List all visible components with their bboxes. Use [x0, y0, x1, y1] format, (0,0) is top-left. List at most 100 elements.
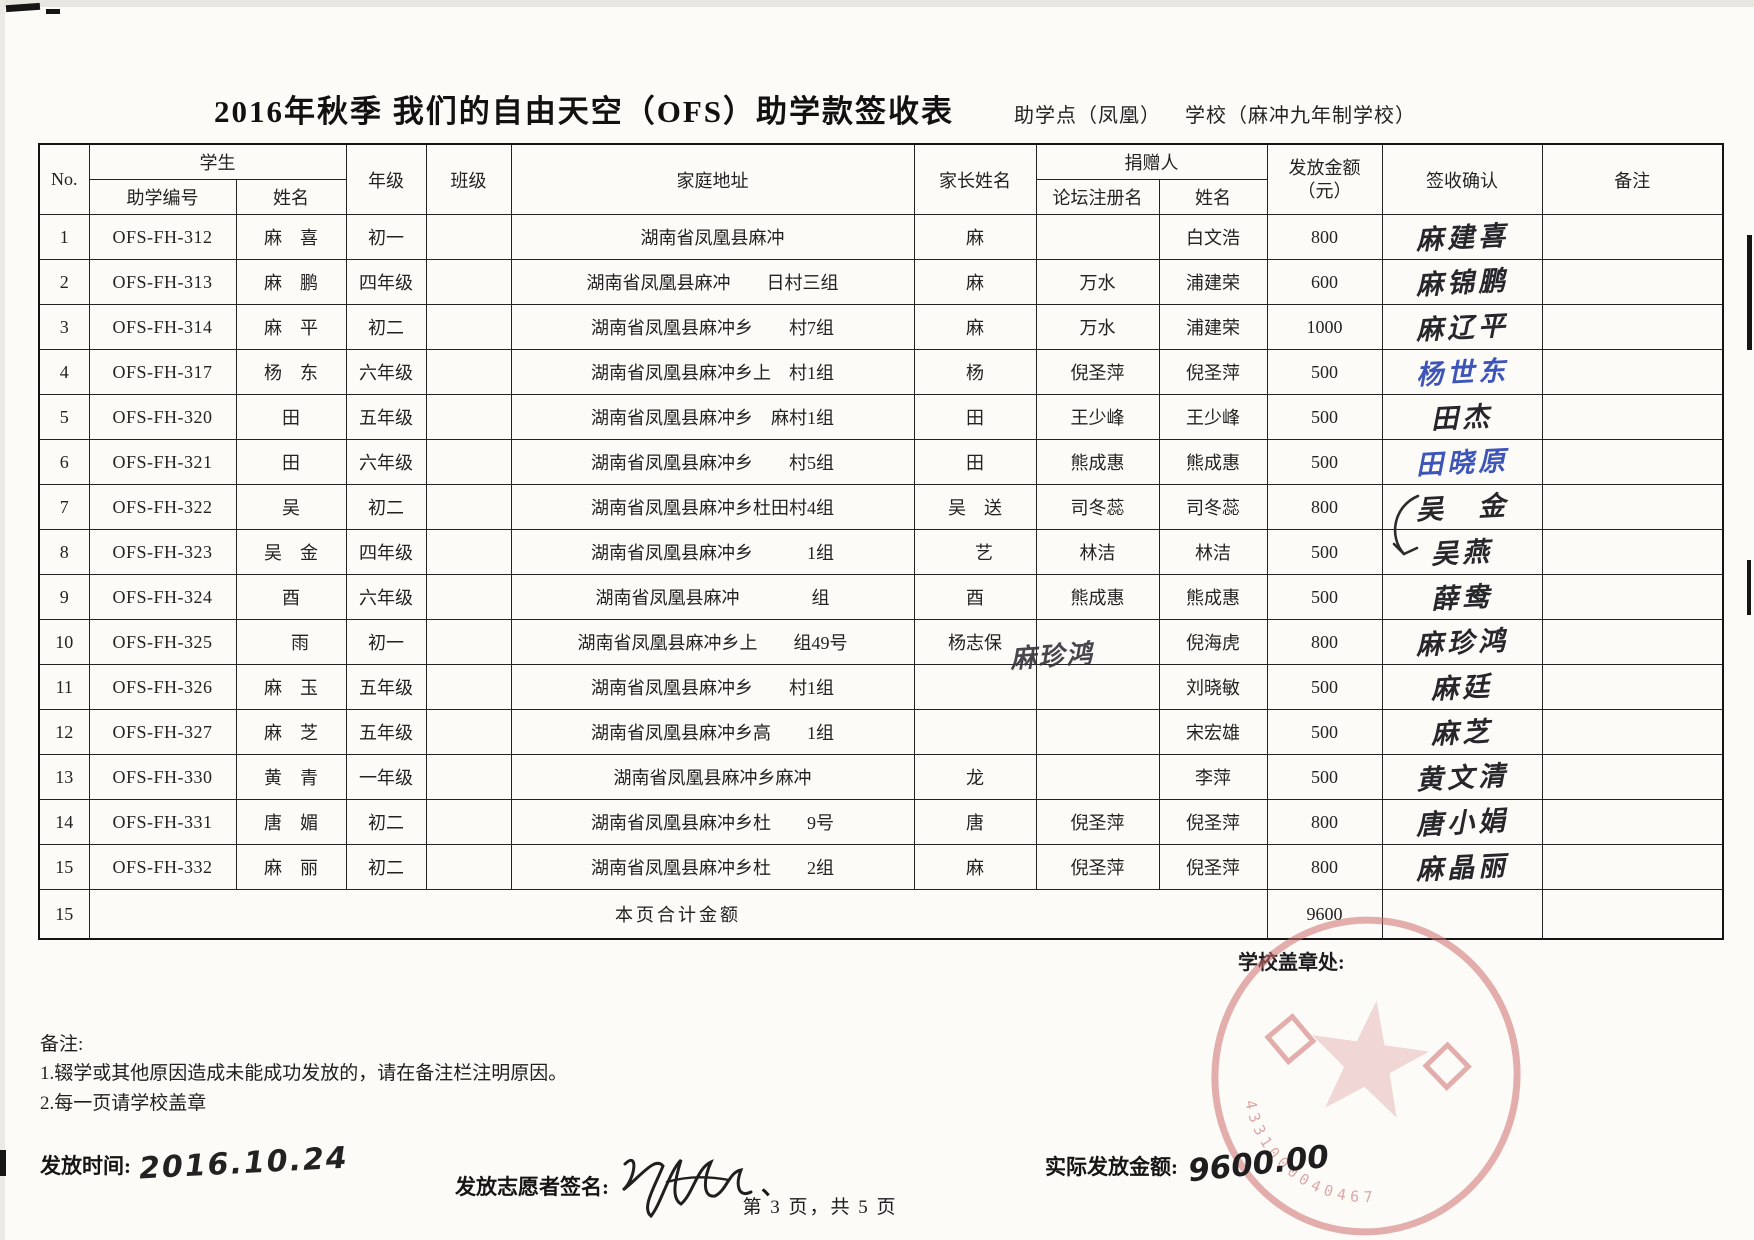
cell-grade: 六年级: [345, 439, 427, 485]
cell-amount: 500: [1266, 439, 1383, 485]
issue-time-label: 发放时间:: [40, 1154, 131, 1178]
volunteer-signature-label: 发放志愿者签名:: [455, 1175, 609, 1199]
cell-amount: 600: [1266, 259, 1383, 305]
scan-artifact: [1747, 235, 1752, 350]
cell-student-id: OFS-FH-313: [88, 259, 237, 305]
cell-no: 13: [38, 754, 90, 800]
cell-parent-name: 麻: [913, 304, 1037, 350]
cell-class: [425, 574, 512, 620]
cell-address: 湖南省凤凰县麻冲乡 村5组: [510, 439, 915, 485]
cell-parent-name: 龙: [913, 754, 1037, 800]
cell-grade: 初一: [345, 619, 427, 665]
cell-signature: 麻锦鹏: [1381, 259, 1543, 305]
table-row: 4 OFS-FH-317 杨 东 六年级 湖南省凤凰县麻冲乡上 村1组 杨 倪圣…: [38, 349, 1724, 395]
table-row: 5 OFS-FH-320 田 五年级 湖南省凤凰县麻冲乡 麻村1组 田 王少峰 …: [38, 394, 1724, 440]
cell-donor-forum: [1035, 754, 1160, 800]
cell-signature: 杨世东: [1381, 349, 1543, 395]
cell-address: 湖南省凤凰县麻冲乡杜 9号: [510, 799, 915, 845]
actual-amount-block: 实际发放金额: 9600.00: [1045, 1139, 1331, 1190]
handwritten-signature: 麻辽平: [1414, 310, 1510, 346]
cell-parent-name: 田: [913, 394, 1037, 440]
cell-donor-name: 倪圣萍: [1158, 799, 1268, 845]
table-row: 12 OFS-FH-327 麻 芝 五年级 湖南省凤凰县麻冲乡高 1组 宋宏雄 …: [38, 709, 1724, 755]
cell-address: 湖南省凤凰县麻冲乡高 1组: [510, 709, 915, 755]
cell-grade: 初一: [345, 214, 427, 260]
cell-student-name: 麻 芝: [235, 709, 347, 755]
cell-student-name: 麻 鹏: [235, 259, 347, 305]
cell-donor-name: 刘晓敏: [1158, 664, 1268, 710]
handwritten-date: 2016.10.24: [138, 1140, 350, 1187]
cell-address: 湖南省凤凰县麻冲 日村三组: [510, 259, 915, 305]
cell-amount: 1000: [1266, 304, 1383, 350]
cell-parent-name: 酉: [913, 574, 1037, 620]
cell-signature: 唐小娟: [1381, 799, 1543, 845]
cell-signature: 吴 金: [1381, 484, 1543, 530]
cell-class: [425, 394, 512, 440]
cell-no: 11: [38, 664, 90, 710]
volunteer-block: 发放志愿者签名: 、: [455, 1146, 785, 1222]
cell-grade: 六年级: [345, 574, 427, 620]
cell-no: 5: [38, 394, 90, 440]
cell-class: [425, 259, 512, 305]
cell-student-id: OFS-FH-320: [88, 394, 237, 440]
cell-donor-forum: 王少峰: [1035, 394, 1160, 440]
header-donor: 捐赠人: [1035, 143, 1268, 180]
cell-donor-name: 熊成惠: [1158, 574, 1268, 620]
cell-no: 8: [38, 529, 90, 575]
table-row: 14 OFS-FH-331 唐 媚 初二 湖南省凤凰县麻冲乡杜 9号 唐 倪圣萍…: [38, 799, 1724, 845]
issue-time-block: 发放时间: 2016.10.24: [40, 1141, 350, 1187]
student-rows: 1 OFS-FH-312 麻 喜 初一 湖南省凤凰县麻冲 麻 白文浩 800 麻…: [38, 214, 1724, 890]
cell-remark: [1541, 799, 1724, 845]
table-row: 11 OFS-FH-326 麻 玉 五年级 湖南省凤凰县麻冲乡 村1组 刘晓敏 …: [38, 664, 1724, 710]
cell-donor-forum: 林洁: [1035, 529, 1160, 575]
cell-no: 12: [38, 709, 90, 755]
handwritten-amount: 9600.00: [1186, 1138, 1331, 1190]
cell-amount: 800: [1266, 214, 1383, 260]
cell-amount: 800: [1266, 799, 1383, 845]
cell-address: 湖南省凤凰县麻冲 组: [510, 574, 915, 620]
cell-parent-name: 吴 送: [913, 484, 1037, 530]
table-row: 15 OFS-FH-332 麻 丽 初二 湖南省凤凰县麻冲乡杜 2组 麻 倪圣萍…: [38, 844, 1724, 890]
cell-remark: [1541, 484, 1724, 530]
cell-student-id: OFS-FH-325: [88, 619, 237, 665]
cell-parent-name: 杨: [913, 349, 1037, 395]
cell-amount: 800: [1266, 619, 1383, 665]
notes-title: 备注:: [40, 1034, 84, 1055]
cell-amount: 800: [1266, 844, 1383, 890]
cell-donor-forum: 万水: [1035, 259, 1160, 305]
cell-student-name: 田: [235, 439, 347, 485]
cell-no: 14: [38, 799, 90, 845]
cell-grade: 四年级: [345, 529, 427, 575]
cell-address: 湖南省凤凰县麻冲: [510, 214, 915, 260]
cell-donor-forum: 熊成惠: [1035, 439, 1160, 485]
cell-student-id: OFS-FH-331: [88, 799, 237, 845]
cell-class: [425, 664, 512, 710]
handwritten-signature: 杨世东: [1414, 355, 1510, 391]
handwritten-signature: 唐小娟: [1414, 805, 1510, 841]
cell-signature: 麻珍鸿: [1381, 619, 1543, 665]
cell-student-name: 吴: [235, 484, 347, 530]
cell-address: 湖南省凤凰县麻冲乡 1组: [510, 529, 915, 575]
handwritten-signature: 田杰: [1430, 400, 1494, 436]
cell-donor-forum: 倪圣萍: [1035, 844, 1160, 890]
cell-parent-name: 田: [913, 439, 1037, 485]
total-row: 15 本页合计金额 9600: [38, 889, 1724, 940]
cell-amount: 500: [1266, 664, 1383, 710]
scan-artifact: [1747, 560, 1751, 615]
cell-remark: [1541, 664, 1724, 710]
cell-student-id: OFS-FH-312: [88, 214, 237, 260]
cell-parent-name: 麻: [913, 259, 1037, 305]
cell-parent-name: 艺: [913, 529, 1037, 575]
cell-signature: 吴燕: [1381, 529, 1543, 575]
table-row: 13 OFS-FH-330 黄 青 一年级 湖南省凤凰县麻冲乡麻冲 龙 李萍 5…: [38, 754, 1724, 800]
cell-grade: 初二: [345, 484, 427, 530]
volunteer-comma: 、: [761, 1174, 785, 1200]
cell-class: [425, 529, 512, 575]
cell-class: [425, 484, 512, 530]
cell-donor-name: 李萍: [1158, 754, 1268, 800]
cell-grade: 五年级: [345, 664, 427, 710]
cell-grade: 五年级: [345, 394, 427, 440]
cell-student-id: OFS-FH-330: [88, 754, 237, 800]
cell-donor-name: 熊成惠: [1158, 439, 1268, 485]
cell-donor-name: 林洁: [1158, 529, 1268, 575]
